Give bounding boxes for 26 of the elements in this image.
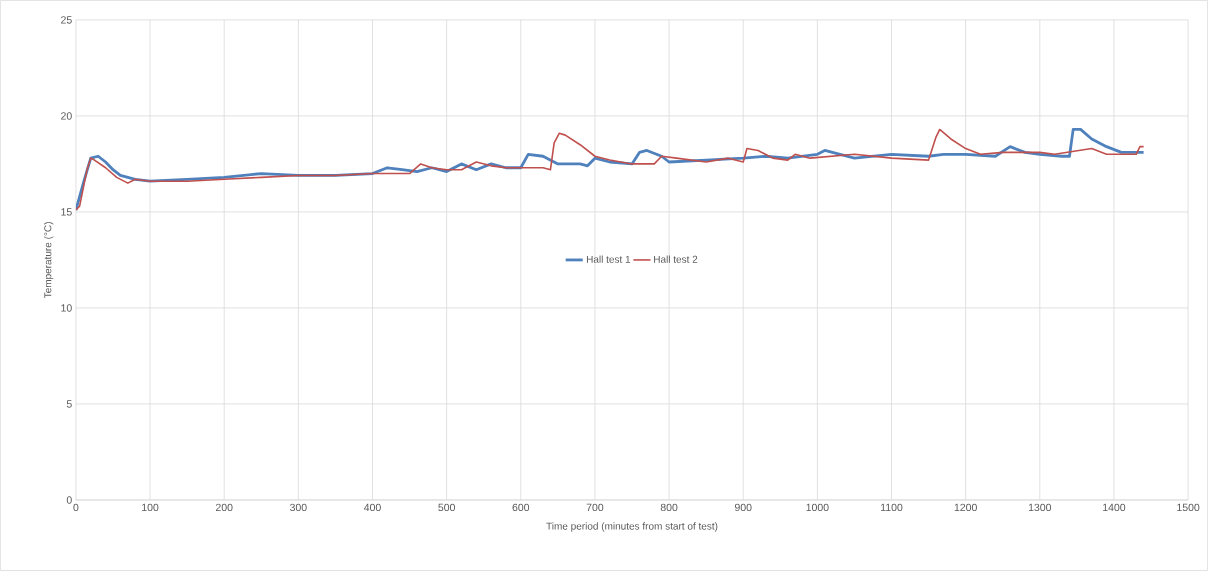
x-axis-title: Time period (minutes from start of test) xyxy=(546,522,718,532)
x-tick-label: 1100 xyxy=(881,503,903,512)
x-tick-label: 400 xyxy=(363,503,381,512)
x-tick-label: 1500 xyxy=(1177,503,1200,512)
legend-label: Hall test 1 xyxy=(586,255,631,263)
x-tick-label: 100 xyxy=(142,503,159,512)
x-tick-label: 1000 xyxy=(806,503,829,512)
x-tick-label: 1400 xyxy=(1103,503,1126,512)
x-tick-label: 0 xyxy=(73,503,79,512)
y-tick-label: 5 xyxy=(66,400,72,408)
x-tick-label: 300 xyxy=(289,503,307,512)
y-tick-label: 10 xyxy=(61,304,72,312)
x-tick-label: 1200 xyxy=(954,503,977,512)
x-tick-label: 1300 xyxy=(1028,503,1052,512)
x-tick-label: 200 xyxy=(215,503,233,512)
legend-label: Hall test 2 xyxy=(654,255,698,263)
y-tick-label: 20 xyxy=(61,112,72,120)
x-tick-label: 500 xyxy=(438,503,455,512)
y-axis-title: Temperature (°C) xyxy=(44,222,54,299)
y-tick-label: 0 xyxy=(66,496,72,504)
x-tick-label: 900 xyxy=(734,503,752,512)
x-tick-label: 700 xyxy=(586,503,604,512)
x-tick-label: 600 xyxy=(512,503,530,512)
y-tick-label: 15 xyxy=(61,208,72,216)
x-tick-label: 800 xyxy=(660,503,678,512)
y-tick-label: 25 xyxy=(61,16,72,24)
